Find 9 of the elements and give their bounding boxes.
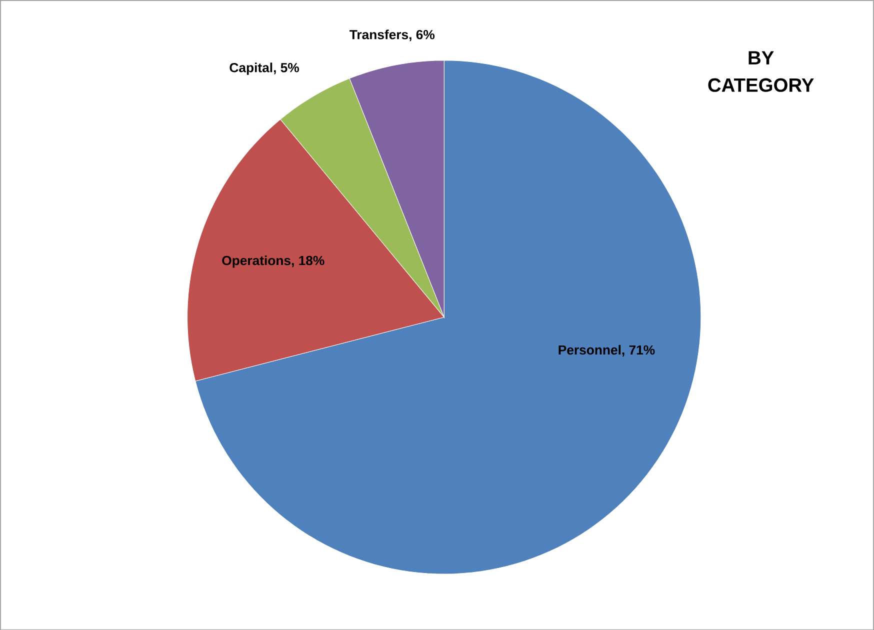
- slice-label: Transfers: [350, 29, 408, 40]
- slice-label: Operations: [222, 255, 290, 268]
- slice-label: Capital: [230, 62, 272, 75]
- data-label: , 6%: [409, 30, 435, 42]
- data-label: , 18%: [292, 256, 324, 267]
- text: BY CATEGORY: [708, 51, 814, 92]
- slice-label: Personnel: [558, 344, 621, 354]
- data-label: , 71%: [622, 345, 655, 356]
- data-label: , 5%: [274, 62, 299, 74]
